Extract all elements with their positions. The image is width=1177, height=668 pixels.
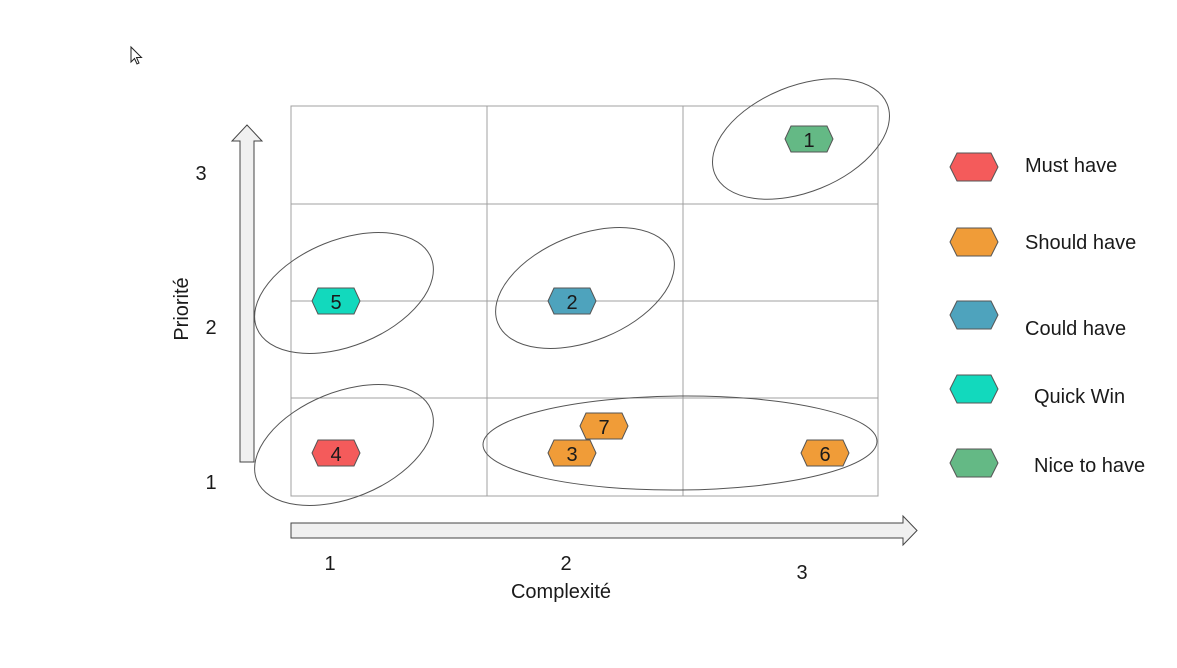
hexagon-icon xyxy=(949,448,999,478)
x-tick-label: 1 xyxy=(324,553,335,575)
item-label: 2 xyxy=(566,292,577,314)
y-axis-arrow xyxy=(230,124,264,463)
legend-label: Must have xyxy=(1025,155,1117,177)
hexagon-icon xyxy=(949,152,999,182)
hexagon-icon xyxy=(547,439,597,467)
item-badge[interactable]: 4 xyxy=(311,439,361,467)
item-badge[interactable]: 1 xyxy=(784,125,834,153)
group-ellipse xyxy=(482,395,878,491)
item-badge[interactable]: 7 xyxy=(579,412,629,440)
item-label: 4 xyxy=(330,444,341,466)
group-ellipse xyxy=(712,78,890,200)
item-label: 7 xyxy=(598,417,609,439)
hexagon-icon xyxy=(949,374,999,404)
item-label: 5 xyxy=(330,292,341,314)
matrix-grid xyxy=(290,105,879,497)
group-ellipse xyxy=(254,232,434,354)
legend-item: Must have xyxy=(949,152,1117,182)
hexagon-icon xyxy=(547,287,597,315)
mouse-cursor-icon xyxy=(130,45,143,65)
y-tick-label: 2 xyxy=(205,317,216,339)
hexagon-icon xyxy=(579,412,629,440)
legend-label: Nice to have xyxy=(1034,455,1145,477)
hexagon-icon xyxy=(800,439,850,467)
legend-item: Nice to have xyxy=(949,448,1145,478)
item-label: 1 xyxy=(803,130,814,152)
hexagon-icon xyxy=(311,439,361,467)
y-axis-title: Priorité xyxy=(171,277,193,340)
legend-label: Should have xyxy=(1025,232,1136,254)
y-tick-label: 1 xyxy=(205,472,216,494)
item-badge[interactable]: 5 xyxy=(311,287,361,315)
x-axis-title: Complexité xyxy=(511,581,611,603)
legend: Must have Should have Could have Quick W… xyxy=(949,152,1145,478)
x-axis-arrow xyxy=(290,514,918,547)
hexagon-icon xyxy=(949,227,999,257)
item-label: 3 xyxy=(566,444,577,466)
item-label: 6 xyxy=(819,444,830,466)
item-layer: 1 2 3 4 5 6 7 xyxy=(311,125,850,467)
legend-item: Quick Win xyxy=(949,374,1125,408)
item-badge[interactable]: 6 xyxy=(800,439,850,467)
x-tick-label: 3 xyxy=(796,562,807,584)
legend-item: Could have xyxy=(949,300,1126,340)
y-tick-label: 3 xyxy=(195,163,206,185)
group-ellipse xyxy=(254,384,434,506)
group-ellipse xyxy=(495,227,675,349)
x-tick-label: 2 xyxy=(560,553,571,575)
legend-item: Should have xyxy=(949,227,1136,257)
item-badge[interactable]: 2 xyxy=(547,287,597,315)
legend-label: Quick Win xyxy=(1034,386,1125,408)
hexagon-icon xyxy=(949,300,999,330)
item-badge[interactable]: 3 xyxy=(547,439,597,467)
hexagon-icon xyxy=(784,125,834,153)
hexagon-icon xyxy=(311,287,361,315)
legend-label: Could have xyxy=(1025,318,1126,340)
